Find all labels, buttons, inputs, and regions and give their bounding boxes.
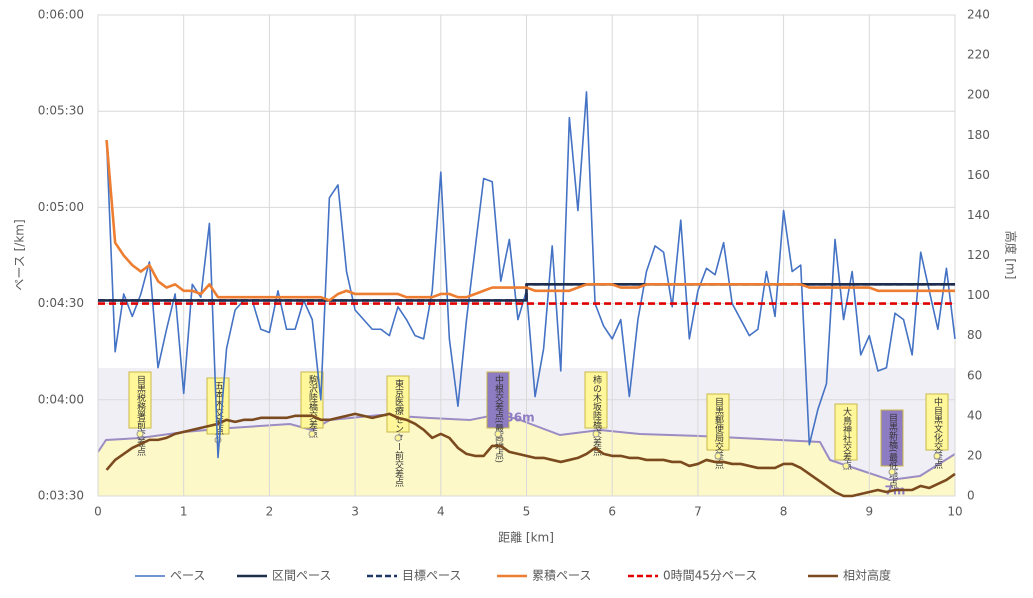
map-label-box: [486, 371, 510, 429]
map-label: 目黒税務署前交差点: [128, 371, 152, 457]
legend-label: 目標ペース: [402, 569, 461, 583]
map-label-text: 東京医療センター前交差点: [393, 378, 404, 488]
y2-tick-label: 220: [967, 48, 990, 62]
map-label-pin: [394, 434, 402, 442]
y2-axis-title: 高度 [m]: [1004, 231, 1019, 280]
x-tick-label: 9: [865, 505, 873, 519]
legend-item: ペース: [135, 569, 205, 583]
legend-label: 累積ペース: [532, 568, 591, 583]
y2-tick-label: 0: [967, 489, 975, 503]
map-label-text: 中目黒文化交差点: [932, 396, 943, 470]
map-label-pin: [888, 468, 896, 476]
y2-tick-label: 100: [967, 288, 990, 302]
y2-tick-label: 180: [967, 128, 990, 142]
y-tick-label: 0:04:30: [38, 296, 84, 310]
map-label-box: [584, 371, 608, 429]
legend-label: ペース: [170, 569, 205, 583]
x-axis-title: 距離 [km]: [498, 531, 554, 545]
y2-tick-label: 20: [967, 448, 982, 462]
y-tick-label: 0:04:00: [38, 392, 84, 406]
x-tick-label: 10: [947, 505, 962, 519]
map-label-pin: [592, 430, 600, 438]
map-label-text: 大鳥神社交差点: [841, 406, 852, 471]
y2-tick-label: 200: [967, 88, 990, 102]
map-label: 目黒新橋(最低地点): [880, 409, 904, 492]
y2-tick-label: 40: [967, 408, 982, 422]
x-tick-label: 4: [437, 505, 445, 519]
y2-tick-label: 120: [967, 248, 990, 262]
x-tick-label: 2: [266, 505, 274, 519]
map-label-text: 中根交差点(最高地点): [493, 374, 504, 463]
y2-tick-label: 160: [967, 168, 990, 182]
map-label-pin: [842, 462, 850, 470]
x-tick-label: 0: [94, 505, 102, 519]
map-label-pin: [308, 430, 316, 438]
map-label: 中目黒文化交差点: [925, 393, 949, 470]
map-label-text: 駒沢陸橋交差点: [307, 374, 318, 439]
x-tick-label: 5: [523, 505, 531, 519]
map-label-text: 目黒新橋(最低地点): [887, 413, 898, 492]
legend-label: 相対高度: [843, 568, 891, 583]
map-label-box: [880, 409, 904, 467]
map-label-pin: [494, 430, 502, 438]
y-tick-label: 0:05:30: [38, 104, 84, 118]
y2-tick-label: 240: [967, 8, 990, 22]
x-tick-label: 8: [780, 505, 788, 519]
map-label-text: 目黒郵便局交差点: [713, 397, 724, 470]
map-label-box: [706, 393, 730, 451]
y-axis-title: ペース [/km]: [13, 219, 27, 290]
map-label: 目黒郵便局交差点: [706, 393, 730, 470]
plot-frame: [97, 14, 956, 497]
map-label-pin: [714, 452, 722, 460]
y-tick-label: 0:03:30: [38, 489, 84, 503]
x-tick-label: 3: [351, 505, 359, 519]
y2-tick-label: 60: [967, 368, 982, 382]
legend-item: 累積ペース: [497, 568, 591, 583]
map-label-box: [128, 371, 152, 429]
map-label: 柿の木坂陸橋交差点: [584, 371, 608, 457]
y2-tick-label: 140: [967, 208, 990, 222]
map-height-label: 36m: [505, 411, 534, 425]
legend-item: 目標ペース: [367, 569, 461, 583]
y-tick-label: 0:06:00: [38, 8, 84, 22]
legend-item: 相対高度: [808, 568, 891, 583]
x-tick-label: 7: [694, 505, 702, 519]
map-label-pin: [136, 430, 144, 438]
legend-item: 0時間45分ペース: [628, 569, 757, 583]
map-label-box: [834, 403, 858, 461]
legend-label: 区間ペース: [272, 569, 331, 583]
map-label-pin: [933, 452, 941, 460]
y-tick-label: 0:05:00: [38, 200, 84, 214]
legend-item: 区間ペース: [237, 569, 331, 583]
y2-tick-label: 80: [967, 328, 982, 342]
series-line: [105, 412, 956, 498]
map-label-text: 柿の木坂陸橋交差点: [591, 374, 602, 457]
x-tick-label: 1: [180, 505, 188, 519]
map-label-text: 五本木交差点: [213, 381, 224, 436]
legend-label: 0時間45分ペース: [663, 569, 757, 583]
map-label-box: [300, 371, 324, 429]
map-label: 中根交差点(最高地点): [486, 371, 510, 463]
series-line: [105, 139, 955, 302]
x-tick-label: 6: [608, 505, 616, 519]
map-label-box: [925, 393, 949, 451]
map-label: 五本木交差点: [206, 377, 230, 444]
map-label: 駒沢陸橋交差点: [300, 371, 324, 439]
map-label-text: 目黒税務署前交差点: [135, 375, 146, 457]
map-label: 大鳥神社交差点: [834, 403, 858, 471]
